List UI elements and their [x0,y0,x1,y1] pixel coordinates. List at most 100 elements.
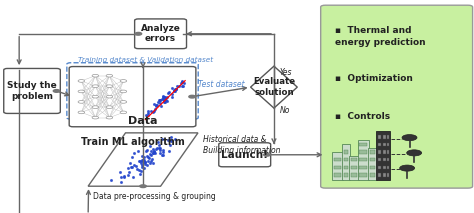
Point [144,113,152,117]
Bar [351,173,356,177]
Point [149,110,156,114]
Point [136,172,144,175]
Bar [383,150,386,154]
Point [154,101,162,104]
Point [156,151,164,155]
Bar [334,166,341,169]
FancyBboxPatch shape [135,19,187,49]
Point [149,147,157,151]
Text: ▪  Optimization: ▪ Optimization [335,74,412,83]
Point [143,113,150,117]
Text: Train ML algorithm: Train ML algorithm [81,137,184,147]
Bar [387,158,390,161]
Point [151,107,158,111]
Point [164,95,171,99]
Point [160,100,167,103]
Text: Data: Data [128,116,158,126]
Point [143,155,150,158]
Point [128,166,136,169]
Circle shape [92,74,99,77]
Point [179,79,186,82]
FancyBboxPatch shape [4,68,60,114]
Bar [376,131,390,180]
Bar [359,150,367,154]
Point [130,163,138,167]
Text: Analyze
errors: Analyze errors [141,24,181,43]
Point [132,164,139,167]
FancyBboxPatch shape [219,143,271,167]
Circle shape [120,101,127,103]
Point [146,144,154,147]
Point [135,168,143,171]
Circle shape [402,135,417,141]
FancyBboxPatch shape [321,5,473,188]
Point [117,181,125,184]
Point [144,163,151,166]
Point [163,99,170,102]
Point [129,175,137,178]
Point [169,87,176,90]
Point [170,89,178,93]
Bar [383,173,386,177]
Point [128,165,135,169]
Bar [370,173,375,177]
Bar [368,148,377,180]
Point [160,95,167,98]
Point [143,148,151,152]
Point [136,160,144,163]
Point [150,149,157,152]
Point [128,155,136,159]
Circle shape [78,111,85,114]
Circle shape [106,116,113,119]
Point [133,168,140,171]
Point [125,170,132,174]
Point [156,99,164,102]
Bar [378,150,381,154]
Point [168,92,176,96]
Point [178,81,185,84]
Point [163,99,171,103]
Point [141,160,149,164]
Point [161,98,169,101]
Circle shape [106,95,113,98]
Point [146,157,153,160]
Point [170,89,178,92]
Point [147,154,155,157]
Point [150,150,157,154]
Point [158,153,166,156]
Point [120,175,128,178]
Point [171,87,179,90]
Point [150,109,157,113]
Circle shape [106,85,113,88]
Point [137,169,144,172]
Point [148,157,155,160]
Point [160,148,167,152]
Text: ▪  Thermal and
energy prediction: ▪ Thermal and energy prediction [335,26,425,47]
Point [124,166,131,170]
Point [142,150,150,153]
Point [141,158,148,162]
Circle shape [407,150,422,156]
Point [166,139,174,142]
Bar [349,156,358,180]
Bar [344,173,348,177]
Point [144,160,152,163]
Point [167,139,174,142]
Point [165,90,173,94]
Point [164,91,172,94]
Bar [378,166,381,169]
Bar [378,158,381,161]
Bar [334,173,341,177]
Text: Study the
problem: Study the problem [7,81,57,101]
Point [179,84,187,88]
Point [173,85,181,88]
Circle shape [400,165,415,171]
Point [147,149,155,153]
Point [145,155,152,158]
Circle shape [120,111,127,114]
Circle shape [78,80,85,82]
Bar [383,135,386,139]
Circle shape [120,80,127,82]
Point [178,85,185,88]
Circle shape [120,90,127,93]
